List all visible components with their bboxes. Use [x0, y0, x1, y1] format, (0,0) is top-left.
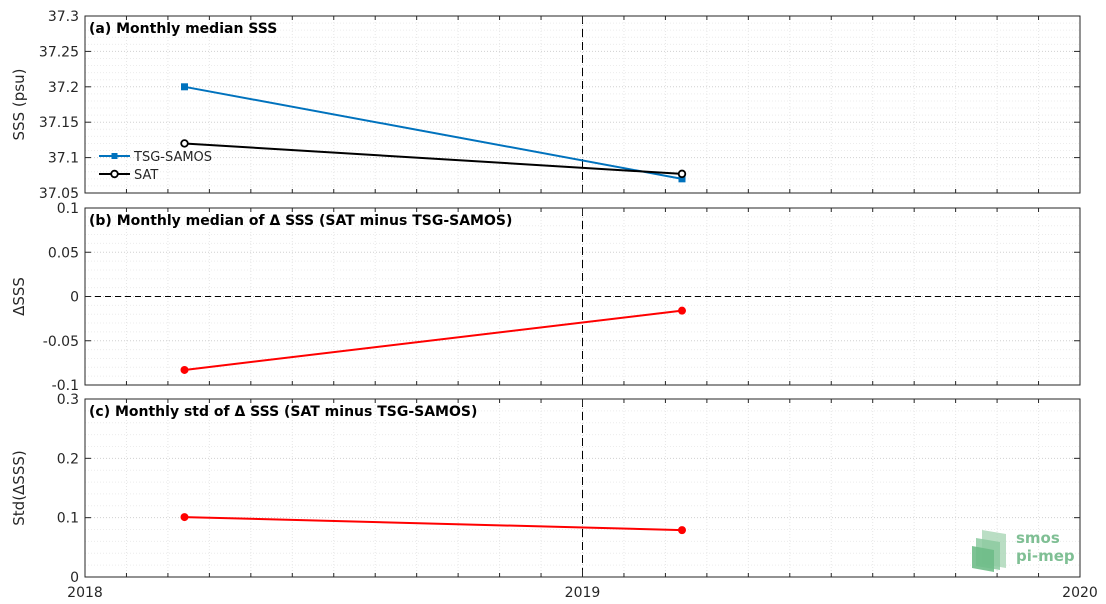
- y-tick-label: 37.05: [39, 186, 79, 202]
- y-tick-label: 0: [70, 290, 79, 306]
- y-tick-label: 0: [70, 570, 79, 586]
- series-line-0: [184, 85, 683, 180]
- series-line-1: [184, 142, 683, 175]
- logo-line1: smos: [1016, 529, 1060, 547]
- legend-label: SAT: [134, 168, 158, 183]
- legend-marker: [110, 169, 119, 179]
- data-point: [180, 513, 189, 522]
- y-tick-label: 37.15: [39, 115, 79, 131]
- y-tick-label: 37.3: [48, 9, 79, 25]
- y-tick-label: 0.05: [48, 245, 79, 261]
- legend: TSG-SAMOS SAT: [99, 150, 212, 183]
- legend-marker: [111, 153, 118, 159]
- y-axis-label: Std(ΔSSS): [10, 450, 28, 525]
- data-point: [180, 365, 189, 374]
- y-tick-label: 0.1: [57, 511, 79, 527]
- data-point: [678, 306, 686, 315]
- data-point: [181, 83, 188, 91]
- series-line-0: [184, 516, 683, 532]
- y-tick-label: 37.1: [48, 151, 79, 167]
- y-axis-label: SSS (psu): [10, 69, 28, 141]
- panel-title: (a) Monthly median SSS: [89, 21, 277, 37]
- series-line-0: [184, 309, 683, 371]
- y-tick-label: 37.25: [39, 44, 79, 60]
- data-point: [180, 139, 189, 148]
- data-point: [678, 526, 686, 535]
- x-tick-label: 2018: [67, 585, 103, 601]
- y-tick-label: -0.1: [52, 378, 79, 394]
- panel-0: 37.05 37.1 37.15 37.2 37.25 37.3 SSS (psu) (a) …: [10, 9, 1081, 202]
- panel-title: (c) Monthly std of Δ SSS (SAT minus TSG-…: [89, 404, 477, 420]
- panel-2: 0 0.1 0.2 0.3 Std(ΔSSS) (c) Monthly std of Δ …: [10, 392, 1081, 586]
- y-axis-label: ΔSSS: [10, 277, 28, 316]
- data-point: [677, 169, 687, 179]
- logo-line2: pi-mep: [1016, 547, 1075, 565]
- y-tick-label: 0.2: [57, 451, 79, 467]
- y-tick-label: 0.1: [57, 201, 79, 217]
- x-tick-label: 2019: [565, 585, 601, 601]
- y-tick-label: 0.3: [57, 392, 79, 408]
- smos-pi-mep-logo: smos pi-mep: [972, 529, 1075, 572]
- legend-label: TSG-SAMOS: [133, 150, 212, 165]
- panel-title: (b) Monthly median of Δ SSS (SAT minus T…: [89, 213, 512, 229]
- x-tick-label: 2020: [1062, 585, 1098, 601]
- y-tick-label: -0.05: [43, 334, 79, 350]
- y-tick-label: 37.2: [48, 80, 79, 96]
- panel-1: -0.1 -0.05 0 0.05 0.1 ΔSSS (b) Monthly median …: [10, 201, 1081, 394]
